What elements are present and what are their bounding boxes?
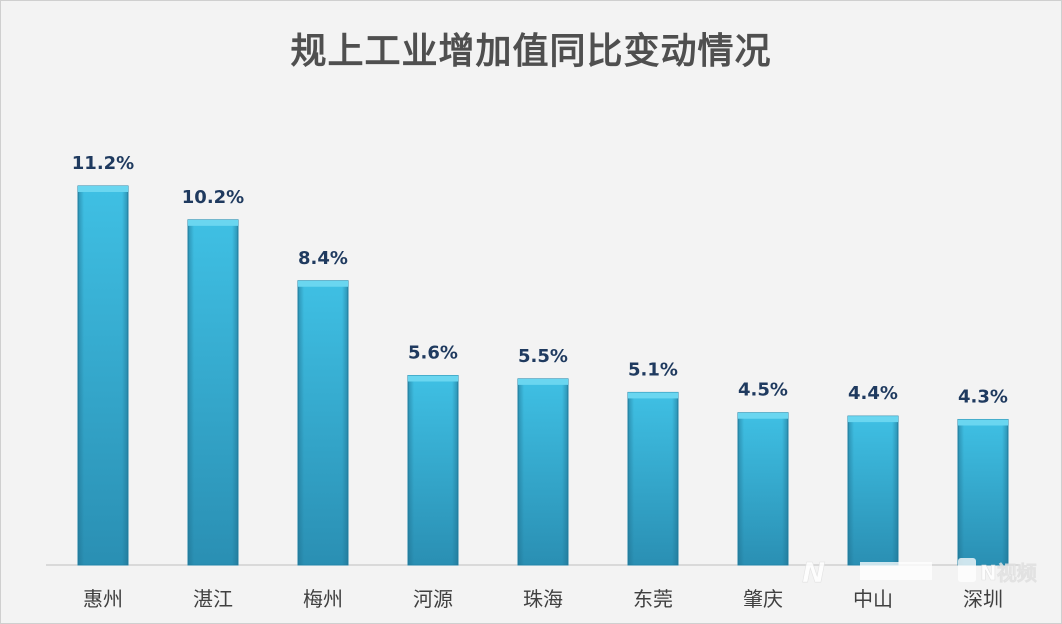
- bar-top-cap: [848, 416, 898, 423]
- data-label: 10.2%: [182, 187, 244, 208]
- bar-top-cap: [518, 378, 568, 385]
- data-label: 5.1%: [628, 359, 678, 380]
- x-tick-label: 河源: [413, 587, 453, 611]
- data-label: 4.4%: [848, 383, 898, 404]
- bar-shade: [78, 186, 128, 565]
- bar-top-cap: [298, 280, 348, 287]
- data-label: 4.3%: [958, 386, 1008, 407]
- bar-shade: [518, 378, 568, 565]
- data-label: 5.5%: [518, 346, 568, 367]
- x-tick-label: 深圳: [963, 587, 1003, 611]
- watermark-logo: N N视频: [800, 552, 1050, 592]
- bar-shade: [188, 219, 238, 565]
- bar-shade: [628, 392, 678, 565]
- bar-shade: [848, 416, 898, 565]
- data-label: 5.6%: [408, 343, 458, 364]
- bar-shade: [738, 412, 788, 565]
- bar-top-cap: [408, 375, 458, 382]
- x-tick-label: 肇庆: [743, 587, 783, 611]
- chart-title: 规上工业增加值同比变动情况: [290, 31, 772, 72]
- bar-top-cap: [628, 392, 678, 399]
- x-tick-label: 惠州: [83, 587, 123, 611]
- bar-top-cap: [958, 419, 1008, 426]
- data-label: 11.2%: [72, 153, 134, 174]
- x-tick-label: 中山: [853, 587, 893, 611]
- bar-top-cap: [78, 186, 128, 192]
- bar-top-cap: [188, 219, 238, 226]
- x-tick-label: 湛江: [193, 587, 233, 611]
- bar-shade: [408, 375, 458, 565]
- x-tick-label: 梅州: [303, 587, 343, 611]
- data-label: 4.5%: [738, 380, 788, 401]
- data-label: 8.4%: [298, 248, 348, 269]
- x-tick-label: 珠海: [523, 587, 563, 611]
- bar-shade: [958, 419, 1008, 565]
- watermark-left-text: N: [802, 556, 825, 589]
- watermark-right-text: N视频: [980, 561, 1037, 585]
- bar-top-cap: [738, 412, 788, 419]
- x-tick-label: 东莞: [633, 587, 673, 611]
- bar-shade: [298, 280, 348, 565]
